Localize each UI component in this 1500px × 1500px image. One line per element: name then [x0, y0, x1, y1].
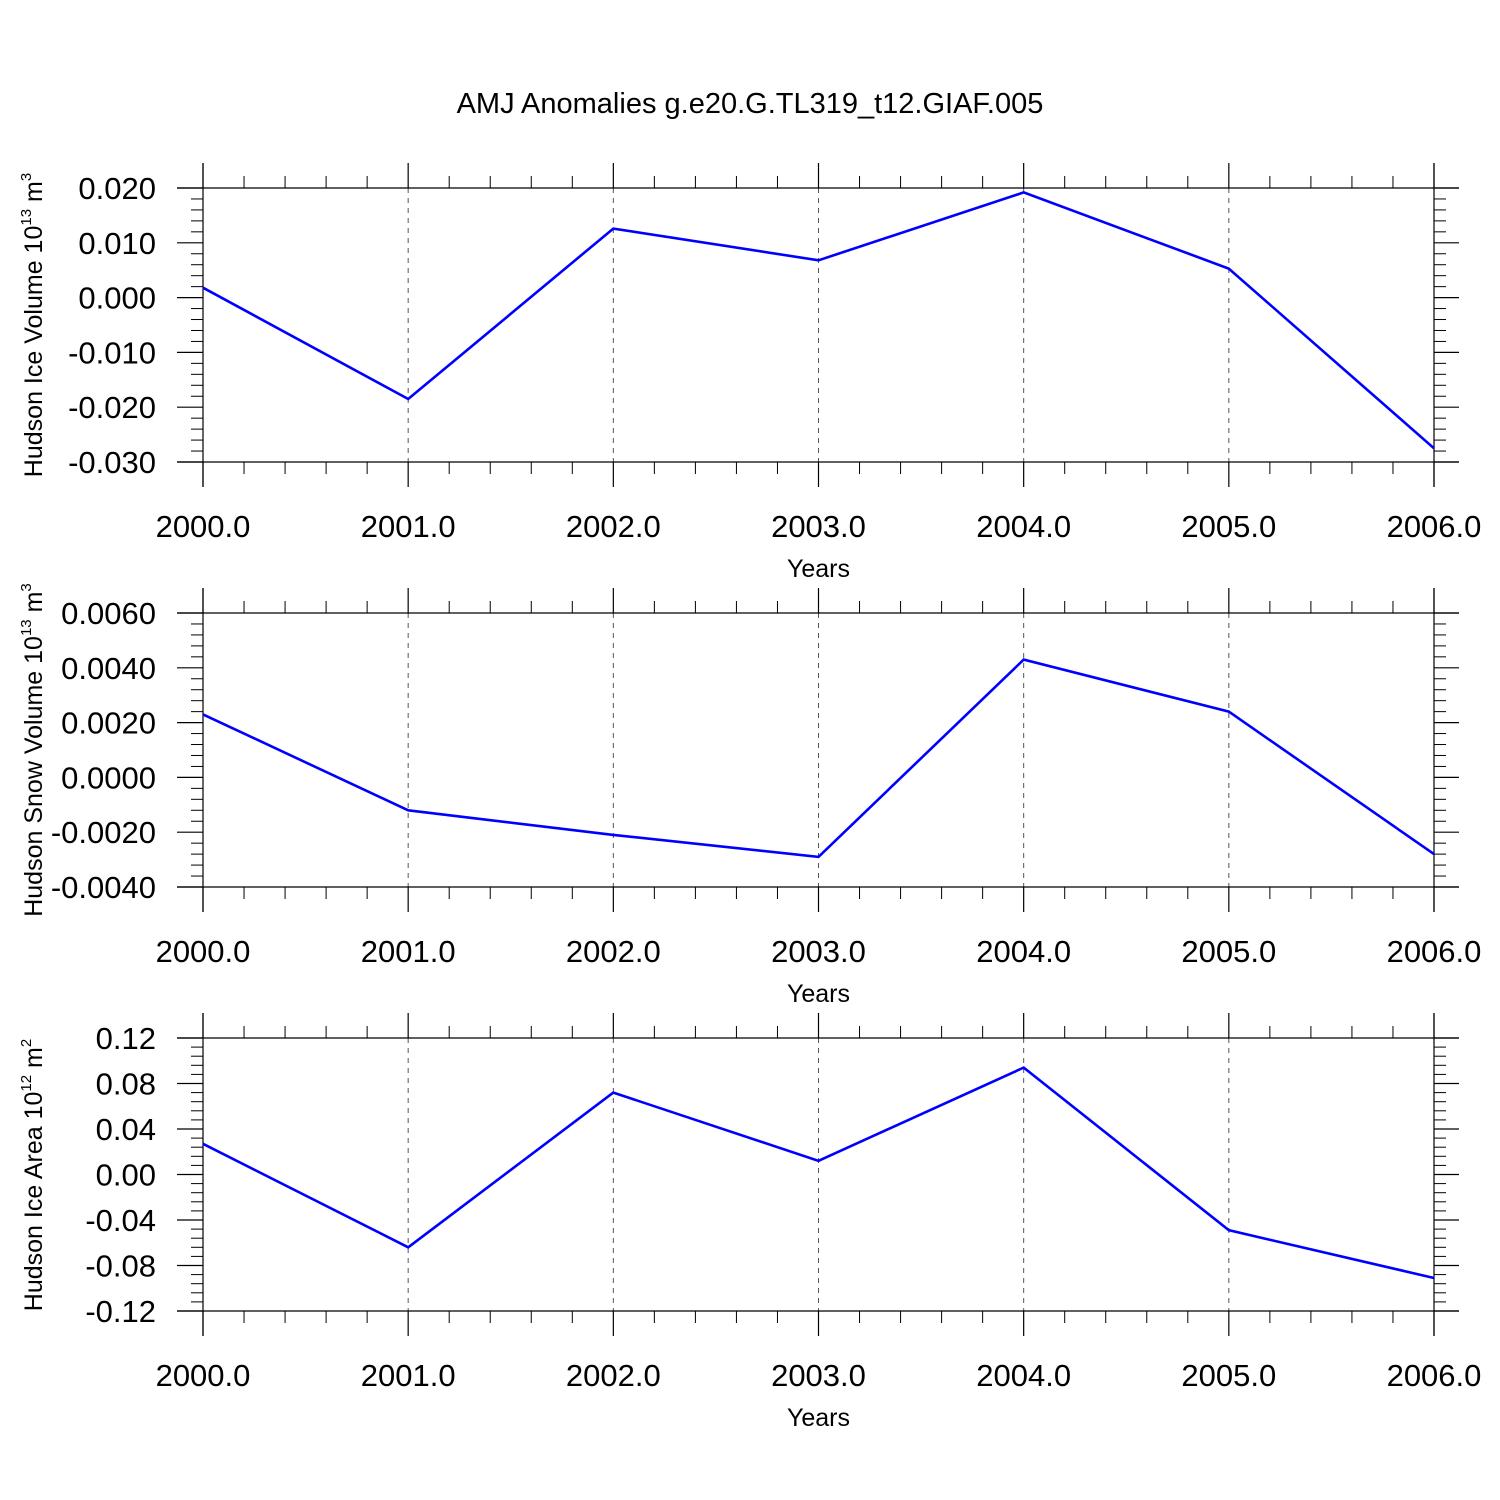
y-tick-label: -0.0020: [51, 815, 156, 850]
y-axis-label: Hudson Snow Volume 1013 m3: [18, 583, 48, 917]
y-tick-label: 0.00: [96, 1158, 156, 1193]
y-tick-label: -0.0040: [51, 870, 156, 905]
x-tick-label: 2005.0: [1181, 934, 1276, 969]
x-tick-label: 2001.0: [361, 1358, 456, 1393]
y-tick-label: -0.08: [85, 1249, 156, 1284]
y-tick-label: 0.08: [96, 1067, 156, 1102]
x-tick-label: 2002.0: [566, 1358, 661, 1393]
x-tick-label: 2002.0: [566, 934, 661, 969]
x-tick-label: 2006.0: [1387, 509, 1482, 544]
y-tick-label: -0.04: [85, 1203, 156, 1238]
x-tick-label: 2004.0: [976, 1358, 1071, 1393]
x-axis-label: Years: [787, 555, 850, 583]
y-tick-label: -0.010: [68, 335, 156, 370]
x-tick-label: 2000.0: [156, 509, 251, 544]
x-tick-label: 2003.0: [771, 509, 866, 544]
y-tick-label: 0.04: [96, 1112, 156, 1147]
y-tick-label: 0.010: [78, 226, 156, 261]
x-tick-label: 2001.0: [361, 934, 456, 969]
x-tick-label: 2005.0: [1181, 1358, 1276, 1393]
y-tick-label: 0.0060: [61, 596, 156, 631]
x-tick-label: 2006.0: [1387, 1358, 1482, 1393]
chart-panel-1: 2000.0 2001.0 2002.0 2003.0 2004.0 2005.0 2006…: [18, 163, 1481, 583]
x-tick-label: 2004.0: [976, 934, 1071, 969]
x-tick-label: 2003.0: [771, 934, 866, 969]
x-axis-label: Years: [787, 1404, 850, 1432]
x-axis-label: Years: [787, 980, 850, 1008]
x-tick-label: 2006.0: [1387, 934, 1482, 969]
chart-panel-2: 2000.0 2001.0 2002.0 2003.0 2004.0 2005.0 2006…: [18, 583, 1481, 1008]
x-tick-label: 2002.0: [566, 509, 661, 544]
y-tick-label: 0.12: [96, 1021, 156, 1056]
x-tick-label: 2000.0: [156, 1358, 251, 1393]
y-tick-label: 0.0040: [61, 651, 156, 686]
y-tick-label: 0.0000: [61, 760, 156, 795]
y-tick-label: -0.12: [85, 1294, 156, 1329]
y-tick-label: -0.030: [68, 445, 156, 480]
y-axis-label: Hudson Ice Area 1012 m2: [18, 1039, 48, 1311]
figure-title: AMJ Anomalies g.e20.G.TL319_t12.GIAF.005: [456, 88, 1044, 120]
y-tick-label: 0.000: [78, 281, 156, 316]
x-tick-label: 2004.0: [976, 509, 1071, 544]
x-tick-label: 2005.0: [1181, 509, 1276, 544]
chart-panel-3: 2000.0 2001.0 2002.0 2003.0 2004.0 2005.0 2006…: [18, 1013, 1481, 1432]
y-tick-label: -0.020: [68, 390, 156, 425]
y-axis-label: Hudson Ice Volume 1013 m3: [18, 173, 48, 477]
x-tick-label: 2003.0: [771, 1358, 866, 1393]
y-tick-label: 0.020: [78, 171, 156, 206]
y-tick-label: 0.0020: [61, 706, 156, 741]
x-tick-label: 2000.0: [156, 934, 251, 969]
x-tick-label: 2001.0: [361, 509, 456, 544]
